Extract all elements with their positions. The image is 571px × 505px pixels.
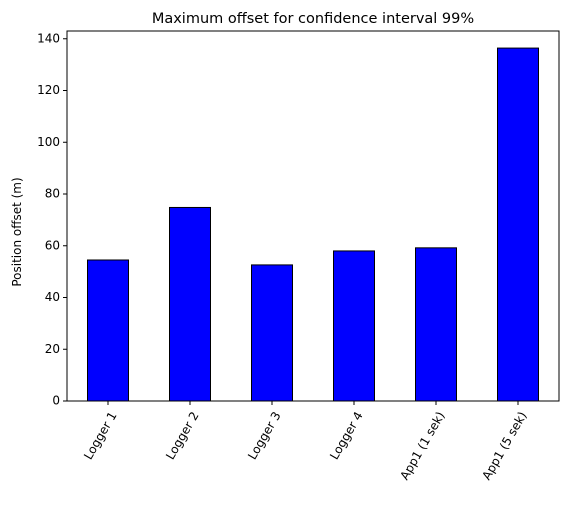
y-tick-label: 60 — [45, 238, 60, 252]
y-axis-ticks: 0 20 40 60 80 100 120 140 — [37, 31, 67, 408]
y-tick-label: 100 — [37, 135, 60, 149]
bars-group — [87, 47, 539, 402]
bar-app1-5-sek — [497, 47, 539, 402]
bar-logger-2 — [169, 206, 211, 402]
plot-frame — [66, 30, 560, 402]
bar-logger-4 — [333, 250, 375, 402]
x-tick-label: Logger 4 — [327, 409, 366, 462]
y-tick-label: 80 — [45, 187, 60, 201]
y-tick-label: 140 — [37, 31, 60, 45]
x-tick-label: Logger 3 — [245, 409, 284, 462]
bar-app1-1-sek — [415, 247, 457, 402]
y-tick-label: 40 — [45, 290, 60, 304]
x-tick-label: Logger 2 — [163, 409, 202, 462]
x-tick-label: Logger 1 — [81, 409, 120, 462]
y-axis-label: Position offset (m) — [10, 177, 24, 286]
y-tick-label: 0 — [52, 394, 60, 408]
bar-logger-3 — [251, 264, 293, 402]
y-tick-label: 120 — [37, 83, 60, 97]
bar-logger-1 — [87, 259, 129, 402]
x-axis-ticks: Logger 1 Logger 2 Logger 3 Logger 4 App1 (1 … — [81, 401, 530, 482]
chart-title: Maximum offset for confidence interval 9… — [152, 11, 474, 27]
x-tick-label: App1 (1 sek) — [397, 409, 447, 482]
x-tick-label: App1 (5 sek) — [479, 409, 529, 482]
y-tick-label: 20 — [45, 342, 60, 356]
